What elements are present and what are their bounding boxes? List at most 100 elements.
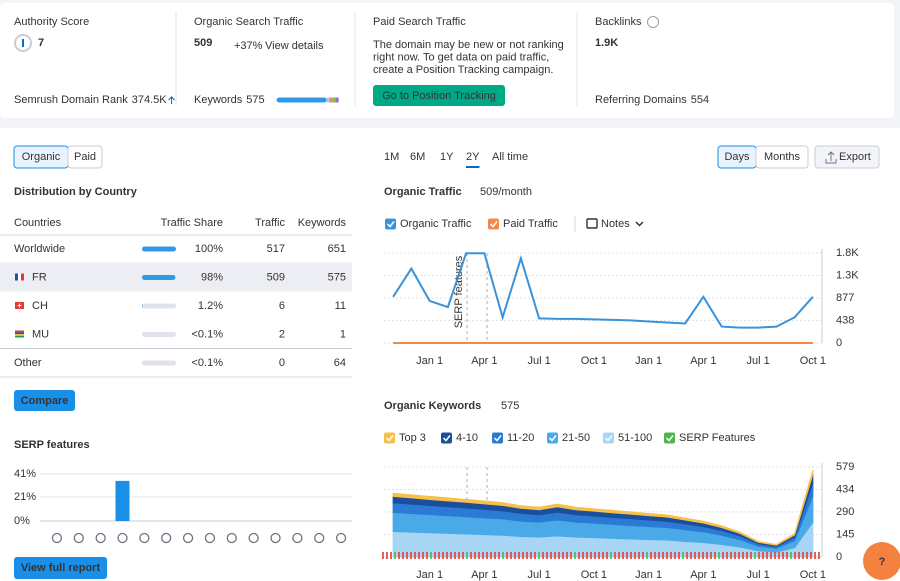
stat-title: Backlinks bbox=[595, 16, 642, 28]
legend-checkbox[interactable] bbox=[547, 432, 558, 444]
keywords: 1 bbox=[340, 328, 346, 340]
notes[interactable]: Notes bbox=[601, 218, 630, 230]
button-label[interactable]: View full report bbox=[21, 562, 101, 574]
x-tick-label: Apr 1 bbox=[690, 355, 716, 367]
legend-checkbox[interactable] bbox=[384, 432, 395, 444]
period[interactable]: All time bbox=[492, 151, 528, 163]
y-tick-label: 877 bbox=[836, 292, 854, 304]
serp-marker bbox=[438, 552, 440, 559]
share-track bbox=[142, 360, 176, 366]
legend-label[interactable]: 21-50 bbox=[562, 432, 590, 444]
annotation: SERP features bbox=[453, 255, 465, 328]
x-tick-label: Jan 1 bbox=[635, 355, 662, 367]
serp-marker bbox=[590, 552, 592, 559]
serp-marker bbox=[442, 552, 444, 559]
toggle[interactable] bbox=[755, 145, 809, 169]
section-title: Distribution by Country bbox=[14, 186, 138, 198]
help-label[interactable]: ? bbox=[879, 556, 886, 568]
tab-label[interactable]: Paid bbox=[74, 151, 96, 163]
check bbox=[442, 435, 451, 442]
serp-marker bbox=[382, 552, 384, 559]
country: CH bbox=[32, 300, 48, 312]
x-tick-label: Oct 1 bbox=[581, 569, 607, 581]
x-tick-label: Jul 1 bbox=[528, 569, 551, 581]
legend-label[interactable]: 11-20 bbox=[507, 432, 534, 444]
chevron bbox=[635, 221, 644, 227]
stat-link[interactable]: View details bbox=[265, 40, 324, 52]
tab-label[interactable]: Organic bbox=[22, 151, 61, 163]
serp-marker bbox=[802, 552, 804, 559]
serp-marker bbox=[710, 552, 712, 559]
legend-label[interactable]: SERP Features bbox=[679, 432, 756, 444]
x-tick-label: Jan 1 bbox=[416, 355, 443, 367]
stat-footer-value[interactable]: 575 bbox=[246, 94, 264, 106]
legend-checkbox[interactable] bbox=[385, 218, 396, 230]
legend-label[interactable]: 4-10 bbox=[456, 432, 478, 444]
serp-marker bbox=[622, 552, 624, 559]
button-label[interactable]: Compare bbox=[21, 395, 69, 407]
y-tick-label: 434 bbox=[836, 483, 854, 495]
share-label: <0.1% bbox=[192, 357, 224, 369]
legend-checkbox[interactable] bbox=[603, 432, 614, 444]
chart-title: Organic Keywords bbox=[384, 400, 481, 412]
keywords: 64 bbox=[334, 357, 346, 369]
period[interactable]: 1Y bbox=[440, 151, 454, 163]
legend-label[interactable]: 51-100 bbox=[618, 432, 652, 444]
serp-marker bbox=[394, 552, 396, 559]
legend-checkbox[interactable] bbox=[492, 432, 503, 444]
check bbox=[665, 435, 674, 442]
toggle-label[interactable]: Months bbox=[764, 151, 801, 163]
serp-marker bbox=[678, 552, 680, 559]
tab[interactable] bbox=[67, 145, 103, 169]
share-bar bbox=[142, 246, 176, 252]
legend-label[interactable]: Paid Traffic bbox=[503, 218, 558, 230]
serp-marker bbox=[602, 552, 604, 559]
serp-marker bbox=[498, 552, 500, 559]
serp-marker bbox=[510, 552, 512, 559]
button[interactable] bbox=[373, 85, 505, 106]
section-title: SERP features bbox=[14, 439, 90, 451]
feature-icon bbox=[270, 532, 281, 544]
period[interactable]: 2Y bbox=[466, 151, 480, 163]
column-header: Traffic bbox=[255, 217, 285, 229]
feature-icon bbox=[248, 532, 259, 544]
feature-icon bbox=[314, 532, 325, 544]
serp-marker bbox=[526, 552, 528, 559]
x-tick-label: Jul 1 bbox=[528, 355, 551, 367]
toggle-label[interactable]: Days bbox=[724, 151, 750, 163]
legend-checkbox[interactable] bbox=[441, 432, 452, 444]
serp-marker bbox=[630, 552, 632, 559]
period[interactable]: 1M bbox=[384, 151, 399, 163]
keywords: 575 bbox=[328, 271, 346, 283]
export-label[interactable]: Export bbox=[839, 151, 871, 163]
traffic: 517 bbox=[267, 243, 285, 255]
serp-marker bbox=[478, 552, 480, 559]
country: Worldwide bbox=[14, 243, 65, 255]
button[interactable] bbox=[14, 390, 75, 411]
share-track bbox=[142, 332, 176, 337]
legend-label[interactable]: Organic Traffic bbox=[400, 218, 472, 230]
y-tick-label: 0% bbox=[14, 515, 30, 527]
notes-icon bbox=[586, 218, 598, 229]
serp-marker bbox=[462, 552, 464, 559]
help-button[interactable] bbox=[863, 542, 900, 580]
stats-card bbox=[0, 3, 894, 118]
stat-footer-label: Semrush Domain Rank bbox=[14, 94, 128, 106]
stat-message: create a Position Tracking campaign. bbox=[373, 64, 553, 76]
serp-marker bbox=[626, 552, 628, 559]
x-tick-label: Apr 1 bbox=[471, 569, 497, 581]
legend-label[interactable]: Top 3 bbox=[399, 432, 426, 444]
feature-icon bbox=[182, 532, 194, 544]
serp-marker bbox=[410, 552, 412, 559]
legend-checkbox[interactable] bbox=[488, 218, 499, 230]
check bbox=[489, 221, 498, 228]
serp-marker bbox=[614, 552, 616, 559]
button-label[interactable]: Go to Position Tracking bbox=[382, 90, 496, 102]
legend-checkbox[interactable] bbox=[664, 432, 675, 444]
button[interactable] bbox=[14, 557, 107, 579]
stat-footer-value[interactable]: 554 bbox=[691, 94, 709, 106]
check bbox=[493, 435, 502, 442]
stat-footer-value[interactable]: 374.5K bbox=[132, 94, 168, 106]
feature-icon bbox=[73, 532, 84, 544]
period[interactable]: 6M bbox=[410, 151, 425, 163]
